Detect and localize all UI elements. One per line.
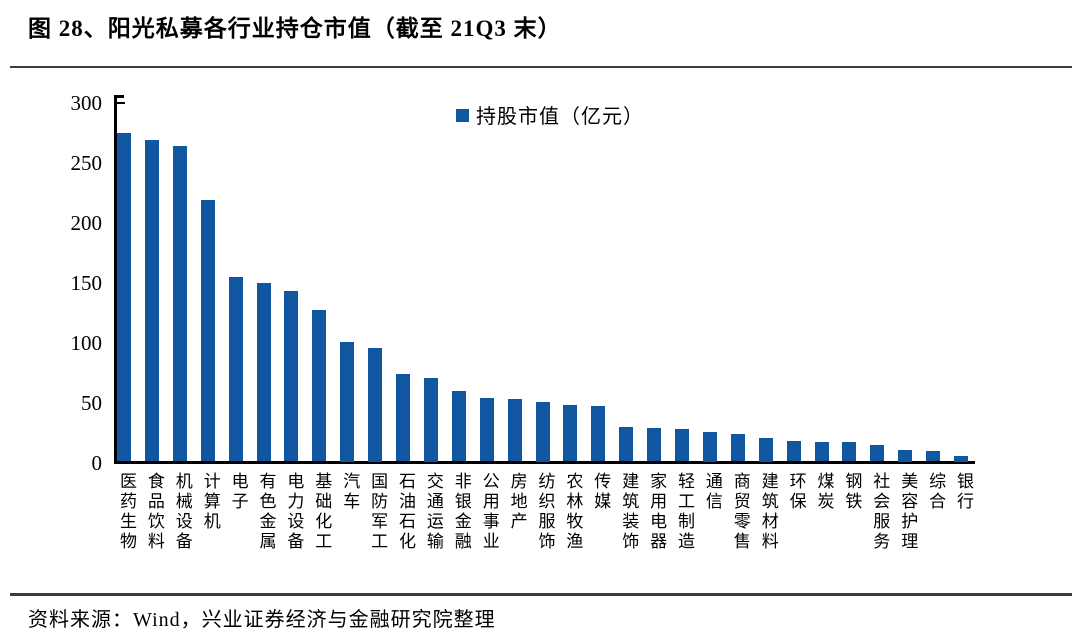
bar (675, 429, 689, 462)
bar (535, 401, 550, 462)
legend-swatch-icon (456, 109, 469, 122)
x-axis-label: 纺织服饰 (535, 472, 555, 552)
x-axis-label: 交通运输 (423, 472, 443, 552)
x-axis-label: 基础化工 (312, 472, 332, 552)
bar (144, 139, 159, 462)
bar (451, 390, 466, 462)
x-axis-label: 通信 (702, 472, 722, 512)
bar (619, 426, 634, 462)
bar (758, 437, 773, 462)
footer-divider (10, 593, 1072, 596)
bar (312, 310, 327, 462)
bar (117, 132, 131, 462)
x-axis-label: 钢铁 (842, 472, 862, 512)
x-axis-label: 建筑材料 (758, 472, 778, 552)
x-axis-label: 建筑装饰 (619, 472, 639, 552)
x-axis-line (114, 461, 975, 464)
x-axis-label: 电子 (228, 472, 248, 512)
x-axis-label: 电力设备 (284, 472, 304, 552)
x-axis-label: 煤炭 (814, 472, 834, 512)
x-axis-label: 传媒 (591, 472, 611, 512)
bar (563, 405, 578, 462)
bar (898, 449, 913, 462)
x-axis-label: 综合 (926, 472, 946, 512)
y-axis-label: 50 (81, 390, 102, 415)
y-axis-label: 100 (70, 330, 103, 355)
bar (507, 399, 522, 462)
x-axis-label: 房地产 (507, 472, 527, 532)
bar (479, 397, 494, 462)
bar (786, 441, 801, 462)
y-axis-label: 300 (70, 90, 103, 115)
title-divider (10, 66, 1072, 68)
bar (814, 442, 829, 462)
x-axis-label: 汽车 (340, 472, 360, 512)
x-axis-label: 有色金属 (256, 472, 276, 552)
y-axis-top-cap (114, 95, 124, 98)
y-axis-line (114, 95, 117, 464)
x-axis-label: 石油石化 (396, 472, 415, 552)
bar (284, 291, 299, 462)
bar (870, 444, 885, 462)
bar (340, 341, 355, 462)
source-note: 资料来源：Wind，兴业证券经济与金融研究院整理 (28, 609, 496, 631)
y-axis-label: 0 (91, 450, 103, 475)
bar (256, 282, 271, 462)
bar (591, 406, 606, 462)
bar (702, 431, 717, 462)
x-axis-label: 食品饮料 (144, 472, 164, 552)
x-axis-label: 银行 (954, 472, 973, 512)
bar (172, 145, 187, 462)
bar (926, 450, 941, 462)
x-axis-label: 美容护理 (898, 472, 918, 552)
x-axis-label: 环保 (786, 472, 806, 512)
y-axis-tick (117, 101, 125, 104)
bar (228, 276, 243, 462)
bar (954, 455, 968, 462)
bar (647, 427, 662, 462)
y-axis-label: 150 (70, 270, 103, 295)
bar (396, 373, 410, 462)
legend-label: 持股市值（亿元） (476, 106, 644, 128)
x-axis-label: 家用电器 (647, 472, 667, 552)
x-axis-label: 计算机 (200, 472, 220, 532)
x-axis-label: 非银金融 (451, 472, 471, 552)
bar (200, 199, 215, 462)
x-axis-label: 医药生物 (117, 472, 136, 552)
chart-legend: 持股市值（亿元） (456, 100, 644, 129)
y-axis-label: 250 (70, 150, 103, 175)
bar (842, 442, 857, 462)
x-axis-label: 农林牧渔 (563, 472, 583, 552)
figure-title: 图 28、阳光私募各行业持仓市值（截至 21Q3 末） (28, 16, 562, 41)
bar (368, 347, 383, 462)
x-axis-label: 公用事业 (479, 472, 499, 552)
x-axis-label: 商贸零售 (730, 472, 750, 552)
bar (730, 433, 745, 462)
x-axis-label: 轻工制造 (675, 472, 694, 552)
x-axis-label: 社会服务 (870, 472, 890, 552)
x-axis-label: 国防军工 (368, 472, 388, 552)
x-axis-label: 机械设备 (172, 472, 192, 552)
bar (423, 377, 438, 462)
y-axis-label: 200 (70, 210, 103, 235)
